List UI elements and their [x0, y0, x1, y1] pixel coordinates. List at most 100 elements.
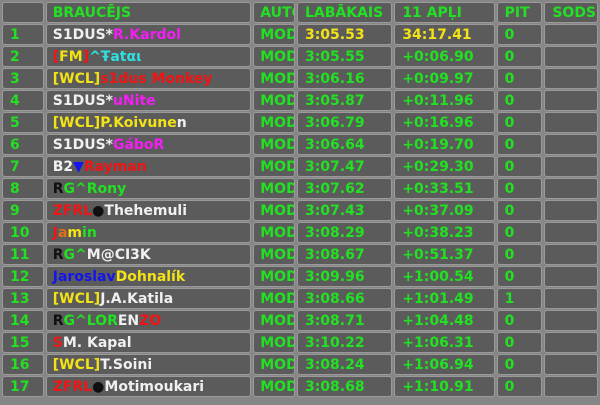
driver-name-segment: [WCL] — [52, 70, 101, 87]
driver-name-segment: G^ — [63, 246, 87, 263]
table-row[interactable]: 12 Jaroslav Dohnalík MOD 3:09.96 +1:00.54 0 — [2, 266, 598, 288]
row-driver-name[interactable]: R G^LOR EN ZO — [45, 310, 252, 331]
row-total-time: +1:10.91 — [394, 376, 495, 397]
row-pit-count: 0 — [496, 376, 543, 397]
driver-name-segment: G^Rony — [63, 180, 127, 197]
table-row[interactable]: 15 S M. Kapal MOD 3:10.22 +1:06.31 0 — [2, 332, 598, 354]
table-row[interactable]: 9 ZFRL ● Thehemuli MOD 3:07.43 +0:37.09 0 — [2, 200, 598, 222]
row-total-time: +0:29.30 — [394, 156, 495, 177]
row-pit-count: 0 — [496, 68, 543, 89]
header-auto[interactable]: AUTO — [253, 2, 295, 23]
driver-name-segment: ZO — [139, 312, 162, 329]
row-driver-name[interactable]: [WCL] P.Koivune n — [45, 112, 252, 133]
row-penalty — [544, 310, 598, 331]
row-auto-class: MOD — [253, 266, 295, 287]
row-driver-name[interactable]: [WCL] J.A.Katila — [45, 288, 252, 309]
row-driver-name[interactable]: R G^Rony — [45, 178, 252, 199]
row-pit-count: 0 — [496, 222, 543, 243]
row-total-time: +0:11.96 — [394, 90, 495, 111]
row-pit-count: 0 — [496, 46, 543, 67]
row-best-lap: 3:08.66 — [296, 288, 393, 309]
driver-name-segment: n — [176, 114, 187, 131]
table-row[interactable]: 4 S1DUS* uNite MOD 3:05.87 +0:11.96 0 — [2, 90, 598, 112]
table-row[interactable]: 1 S1DUS* R.Kardol MOD 3:05.53 34:17.41 0 — [2, 24, 598, 46]
header-best-lap[interactable]: LABĀKAIS — [296, 2, 393, 23]
row-total-time: +1:00.54 — [394, 266, 495, 287]
driver-name-segment: ● — [92, 202, 105, 219]
row-pit-count: 0 — [496, 156, 543, 177]
row-driver-name[interactable]: ZFRL ● Motimoukari — [45, 376, 252, 397]
row-position: 13 — [2, 288, 44, 309]
driver-name-segment: GáboR — [112, 136, 165, 153]
header-penalty[interactable]: SODS — [544, 2, 598, 23]
row-driver-name[interactable]: S M. Kapal — [45, 332, 252, 353]
row-best-lap: 3:06.79 — [296, 112, 393, 133]
row-position: 1 — [2, 24, 44, 45]
table-header-row: BRAUCĒJS AUTO LABĀKAIS 11 APĻI PIT SODS — [2, 2, 598, 24]
row-position: 16 — [2, 354, 44, 375]
driver-name-segment: Dohnalík — [115, 268, 186, 285]
row-position: 11 — [2, 244, 44, 265]
row-auto-class: MOD — [253, 68, 295, 89]
row-driver-name[interactable]: S1DUS* GáboR — [45, 134, 252, 155]
row-position: 14 — [2, 310, 44, 331]
header-driver[interactable]: BRAUCĒJS — [45, 2, 252, 23]
row-driver-name[interactable]: S1DUS* uNite — [45, 90, 252, 111]
row-pit-count: 0 — [496, 134, 543, 155]
table-row[interactable]: 11 R G^ M@CI3K MOD 3:08.67 +0:51.37 0 — [2, 244, 598, 266]
row-total-time: +0:51.37 — [394, 244, 495, 265]
table-row[interactable]: 17 ZFRL ● Motimoukari MOD 3:08.68 +1:10.91 0 — [2, 376, 598, 398]
row-penalty — [544, 178, 598, 199]
row-best-lap: 3:05.87 — [296, 90, 393, 111]
row-driver-name[interactable]: [FM] ^Ŧatαι — [45, 46, 252, 67]
table-row[interactable]: 14 R G^LOR EN ZO MOD 3:08.71 +1:04.48 0 — [2, 310, 598, 332]
table-row[interactable]: 2[FM] ^Ŧatαι MOD 3:05.55 +0:06.90 0 — [2, 46, 598, 68]
table-row[interactable]: 3 [WCL] s1dus Monkey MOD 3:06.16 +0:09.97 0 — [2, 68, 598, 90]
table-row[interactable]: 8 R G^Rony MOD 3:07.62 +0:33.51 0 — [2, 178, 598, 200]
row-pit-count: 0 — [496, 178, 543, 199]
row-driver-name[interactable]: R G^ M@CI3K — [45, 244, 252, 265]
standings-rows: 1 S1DUS* R.Kardol MOD 3:05.53 34:17.41 0 2[FM] ^… — [2, 24, 598, 398]
header-pit[interactable]: PIT — [496, 2, 543, 23]
row-driver-name[interactable]: [WCL] s1dus Monkey — [45, 68, 252, 89]
table-row[interactable]: 16 [WCL] T.Soini MOD 3:08.24 +1:06.94 0 — [2, 354, 598, 376]
row-auto-class: MOD — [253, 156, 295, 177]
row-penalty — [544, 354, 598, 375]
driver-name-segment: ZFRL — [52, 378, 93, 395]
driver-name-segment: ▼ — [73, 158, 84, 175]
row-best-lap: 3:07.43 — [296, 200, 393, 221]
row-pit-count: 0 — [496, 310, 543, 331]
row-driver-name[interactable]: B2 ▼ Rayman — [45, 156, 252, 177]
table-row[interactable]: 13 [WCL] J.A.Katila MOD 3:08.66 +1:01.49 1 — [2, 288, 598, 310]
row-total-time: +1:06.31 — [394, 332, 495, 353]
row-auto-class: MOD — [253, 134, 295, 155]
row-driver-name[interactable]: ZFRL ● Thehemuli — [45, 200, 252, 221]
table-row[interactable]: 5 [WCL] P.Koivune n MOD 3:06.79 +0:16.96 0 — [2, 112, 598, 134]
row-position: 8 — [2, 178, 44, 199]
driver-name-segment: ] — [82, 48, 90, 65]
row-auto-class: MOD — [253, 200, 295, 221]
row-position: 15 — [2, 332, 44, 353]
driver-name-segment: G^LOR — [63, 312, 118, 329]
row-driver-name[interactable]: [WCL] T.Soini — [45, 354, 252, 375]
table-row[interactable]: 7 B2 ▼ Rayman MOD 3:07.47 +0:29.30 0 — [2, 156, 598, 178]
row-penalty — [544, 244, 598, 265]
row-driver-name[interactable]: S1DUS* R.Kardol — [45, 24, 252, 45]
row-auto-class: MOD — [253, 332, 295, 353]
row-auto-class: MOD — [253, 288, 295, 309]
row-driver-name[interactable]: Jaroslav Dohnalík — [45, 266, 252, 287]
driver-name-segment: Thehemuli — [104, 202, 188, 219]
row-penalty — [544, 24, 598, 45]
row-total-time: +0:37.09 — [394, 200, 495, 221]
driver-name-segment: i — [82, 224, 87, 241]
table-row[interactable]: 6 S1DUS* GáboR MOD 3:06.64 +0:19.70 0 — [2, 134, 598, 156]
driver-name-segment: S1DUS* — [52, 136, 113, 153]
row-best-lap: 3:08.29 — [296, 222, 393, 243]
header-laps[interactable]: 11 APĻI — [394, 2, 495, 23]
driver-name-segment: Jaroslav — [52, 268, 116, 285]
row-total-time: +0:16.96 — [394, 112, 495, 133]
row-penalty — [544, 200, 598, 221]
